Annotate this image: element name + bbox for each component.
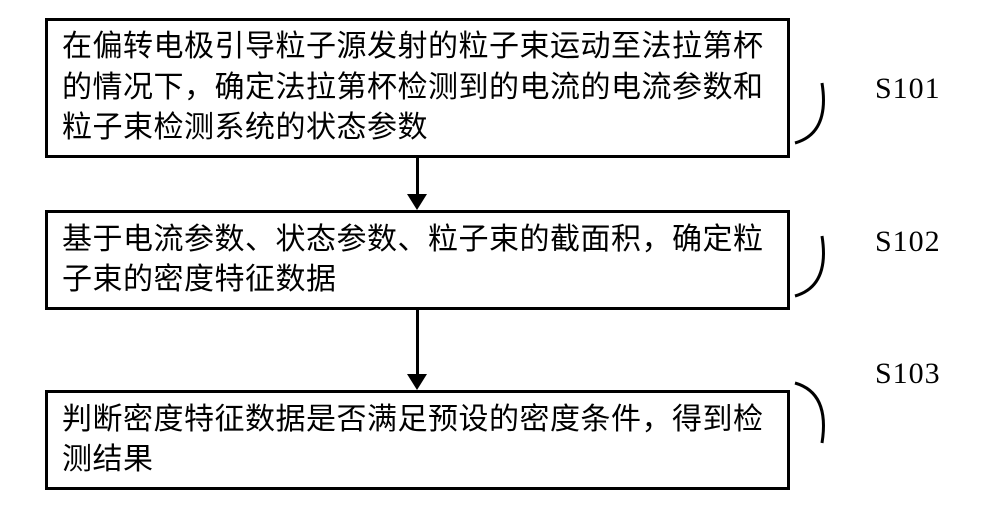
arrow-1-shaft xyxy=(416,158,419,194)
step-label-1: S101 xyxy=(875,72,941,106)
arrow-2-shaft xyxy=(416,310,419,374)
arrow-2-head xyxy=(407,374,427,390)
flowchart-node-2: 基于电流参数、状态参数、粒子束的截面积，确定粒子束的密度特征数据 xyxy=(45,210,790,310)
step-label-3-curve xyxy=(790,378,860,448)
arrow-1-head xyxy=(407,194,427,210)
step-label-2-curve xyxy=(790,231,860,301)
flowchart-node-1-text: 在偏转电极引导粒子源发射的粒子束运动至法拉第杯的情况下，确定法拉第杯检测到的电流… xyxy=(62,27,773,149)
flowchart-node-3-text: 判断密度特征数据是否满足预设的密度条件，得到检测结果 xyxy=(62,400,773,481)
step-label-2: S102 xyxy=(875,225,941,259)
flowchart-node-3: 判断密度特征数据是否满足预设的密度条件，得到检测结果 xyxy=(45,390,790,490)
flowchart-node-2-text: 基于电流参数、状态参数、粒子束的截面积，确定粒子束的密度特征数据 xyxy=(62,220,773,301)
step-label-1-curve xyxy=(790,78,860,148)
flowchart-canvas: 在偏转电极引导粒子源发射的粒子束运动至法拉第杯的情况下，确定法拉第杯检测到的电流… xyxy=(0,0,1000,527)
step-label-3: S103 xyxy=(875,357,941,391)
flowchart-node-1: 在偏转电极引导粒子源发射的粒子束运动至法拉第杯的情况下，确定法拉第杯检测到的电流… xyxy=(45,18,790,158)
